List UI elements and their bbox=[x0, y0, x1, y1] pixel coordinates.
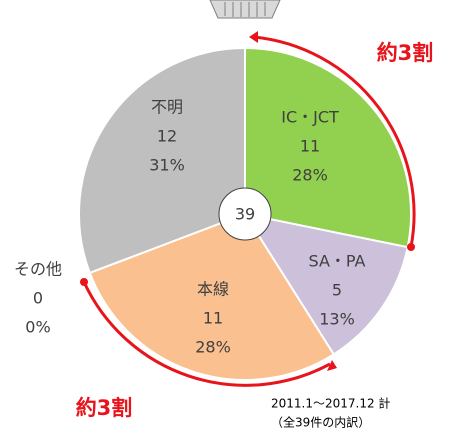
top-graphic bbox=[210, 0, 280, 18]
category-label: 不明 bbox=[151, 98, 183, 117]
annotation: 約3割 bbox=[76, 396, 133, 420]
footnote: 2011.1～2017.12 計 bbox=[271, 396, 390, 411]
annotation: 約3割 bbox=[377, 41, 434, 65]
value-label: 5 bbox=[332, 281, 342, 300]
total-label: 39 bbox=[235, 205, 255, 224]
value-label: 11 bbox=[300, 137, 320, 156]
share-label: 28% bbox=[292, 166, 328, 185]
share-label: 13% bbox=[319, 310, 355, 329]
category-label: IC・JCT bbox=[281, 108, 339, 127]
share-label: 0% bbox=[25, 318, 50, 337]
value-label: 12 bbox=[157, 127, 177, 146]
chart: 約3割 約3割 2011.1～2017.12 計 （全39件の内訳） IC・JC… bbox=[0, 0, 461, 440]
value-label: 0 bbox=[33, 289, 43, 308]
category-label: その他 bbox=[14, 260, 62, 279]
footnote: （全39件の内訳） bbox=[271, 415, 370, 430]
share-label: 28% bbox=[195, 338, 231, 357]
category-label: 本線 bbox=[197, 280, 229, 299]
value-label: 11 bbox=[203, 309, 223, 328]
category-label: SA・PA bbox=[309, 252, 366, 271]
share-label: 31% bbox=[149, 156, 185, 175]
